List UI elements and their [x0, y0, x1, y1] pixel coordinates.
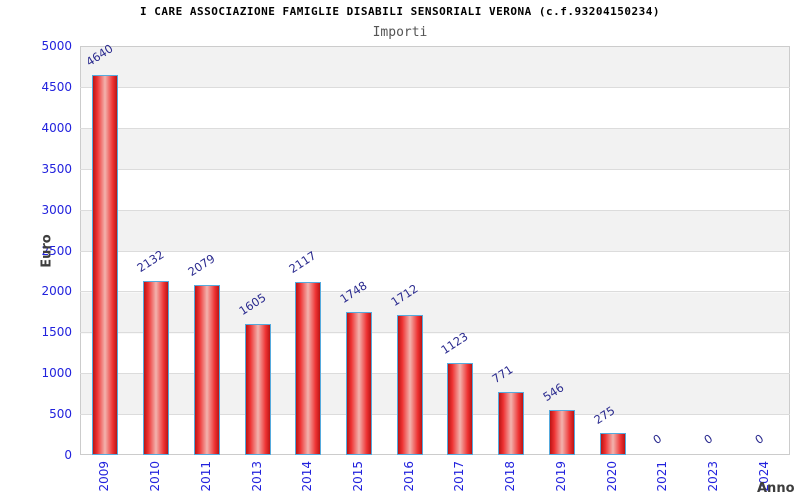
x-tick-label: 2009 [97, 461, 112, 492]
y-tick-label: 3500 [41, 161, 72, 176]
y-tick-label: 4500 [41, 79, 72, 94]
bar-2011 [193, 284, 220, 455]
x-tick-label: 2010 [148, 461, 163, 492]
bar-2014 [295, 281, 322, 455]
gridline [80, 168, 790, 170]
chart-subtitle: Importi [372, 25, 428, 40]
x-tick-label: 2011 [198, 461, 213, 492]
bar-2018 [498, 391, 525, 455]
x-tick-label: 2021 [655, 461, 670, 492]
gridline [80, 127, 790, 129]
gridline [80, 414, 790, 416]
y-tick-label: 1500 [41, 325, 72, 340]
y-tick-label: 4000 [41, 120, 72, 135]
bar-2019 [548, 410, 575, 455]
bar-2015 [345, 312, 372, 455]
gridline [80, 373, 790, 375]
chart-title: I CARE ASSOCIAZIONE FAMIGLIE DISABILI SE… [140, 5, 660, 18]
bar-2010 [143, 280, 170, 455]
gridline [80, 86, 790, 88]
bar-2009 [92, 75, 119, 455]
bar-2020 [599, 432, 626, 455]
x-axis-title: Anno [757, 481, 795, 496]
bar-2013 [244, 323, 271, 455]
y-axis-title: Euro [39, 234, 55, 268]
y-tick-label: 500 [49, 407, 72, 422]
y-tick-label: 3000 [41, 202, 72, 217]
y-tick-label: 0 [64, 448, 72, 462]
gridline [80, 209, 790, 211]
y-tick-label: 5000 [41, 39, 72, 53]
gridline [80, 332, 790, 334]
y-tick-label: 1000 [41, 366, 72, 381]
bar-2017 [447, 363, 474, 455]
bar-2016 [396, 314, 423, 455]
y-tick-label: 2500 [41, 243, 72, 258]
y-tick-label: 2000 [41, 284, 72, 299]
x-tick-label: 2014 [300, 461, 315, 492]
gridline [80, 291, 790, 293]
x-tick-label: 2019 [553, 461, 568, 492]
x-tick-label: 2023 [705, 461, 720, 492]
x-tick-label: 2020 [604, 461, 619, 492]
x-tick-label: 2015 [350, 461, 365, 492]
gridline [80, 250, 790, 252]
x-tick-label: 2017 [452, 461, 467, 492]
x-tick-label: 2018 [503, 461, 518, 492]
x-tick-label: 2016 [401, 461, 416, 492]
x-tick-label: 2013 [249, 461, 264, 492]
